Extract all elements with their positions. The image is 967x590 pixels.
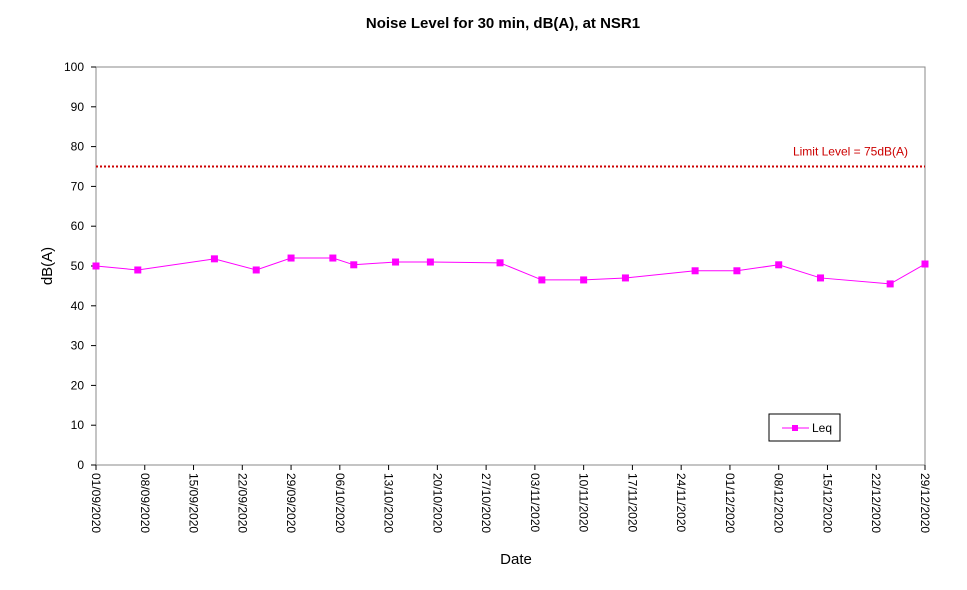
x-tick-label: 22/12/2020: [869, 473, 883, 533]
y-tick-label: 40: [71, 299, 85, 313]
y-axis: 0 10 20 30 40 50 60 70 80 90 100: [64, 60, 96, 472]
data-point: [580, 276, 588, 284]
y-tick-label: 10: [71, 418, 85, 432]
x-tick-label: 08/09/2020: [138, 473, 152, 533]
y-tick-label: 70: [71, 179, 85, 193]
x-axis-label: Date: [500, 551, 532, 568]
data-point: [691, 267, 699, 275]
x-tick-label: 17/11/2020: [625, 473, 639, 532]
y-tick-label: 50: [71, 259, 85, 273]
series-leq: [92, 254, 929, 288]
data-point: [287, 254, 295, 262]
y-tick-label: 60: [71, 219, 85, 233]
data-point: [426, 258, 434, 266]
plot-area: [95, 66, 926, 466]
data-point: [329, 254, 337, 262]
data-point: [733, 267, 741, 275]
x-tick-label: 06/10/2020: [333, 473, 347, 533]
x-tick-label: 20/10/2020: [430, 473, 444, 533]
chart-title: Noise Level for 30 min, dB(A), at NSR1: [366, 15, 640, 32]
data-point: [921, 260, 929, 268]
x-tick-label: 13/10/2020: [382, 473, 396, 533]
x-tick-label: 01/12/2020: [723, 473, 737, 533]
y-tick-label: 90: [71, 100, 85, 114]
y-axis-label: dB(A): [39, 247, 56, 285]
y-tick-label: 20: [71, 378, 85, 392]
x-tick-label: 10/11/2020: [577, 473, 591, 532]
data-point: [252, 266, 260, 274]
legend: Leq: [768, 413, 841, 442]
x-tick-label: 15/09/2020: [187, 473, 201, 533]
data-point: [775, 261, 783, 269]
data-point: [886, 280, 894, 288]
data-point: [392, 258, 400, 266]
data-point: [621, 274, 629, 282]
y-tick-label: 0: [77, 458, 84, 472]
x-tick-label: 01/09/2020: [89, 473, 103, 533]
x-tick-label: 22/09/2020: [235, 473, 249, 533]
data-point: [210, 255, 218, 263]
legend-label-leq: Leq: [812, 421, 832, 435]
x-tick-label: 24/11/2020: [674, 473, 688, 532]
data-point: [350, 261, 358, 269]
legend-marker: [792, 425, 798, 431]
x-tick-label: 29/09/2020: [284, 473, 298, 533]
data-point: [496, 259, 504, 267]
y-tick-label: 30: [71, 339, 85, 353]
x-tick-label: 15/12/2020: [820, 473, 834, 533]
data-point: [134, 266, 142, 274]
x-tick-label: 03/11/2020: [528, 473, 542, 532]
x-tick-label: 27/10/2020: [479, 473, 493, 533]
limit-level-label: Limit Level = 75dB(A): [793, 145, 908, 159]
x-axis: 01/09/2020 08/09/2020 15/09/2020 22/09/2020…: [89, 465, 932, 533]
y-tick-label: 100: [64, 60, 84, 74]
data-point: [817, 274, 825, 282]
x-tick-label: 29/12/2020: [918, 473, 932, 533]
limit-level: Limit Level = 75dB(A): [96, 145, 925, 168]
y-tick-label: 80: [71, 140, 85, 154]
x-tick-label: 08/12/2020: [772, 473, 786, 533]
data-point: [538, 276, 546, 284]
data-point: [92, 262, 100, 270]
